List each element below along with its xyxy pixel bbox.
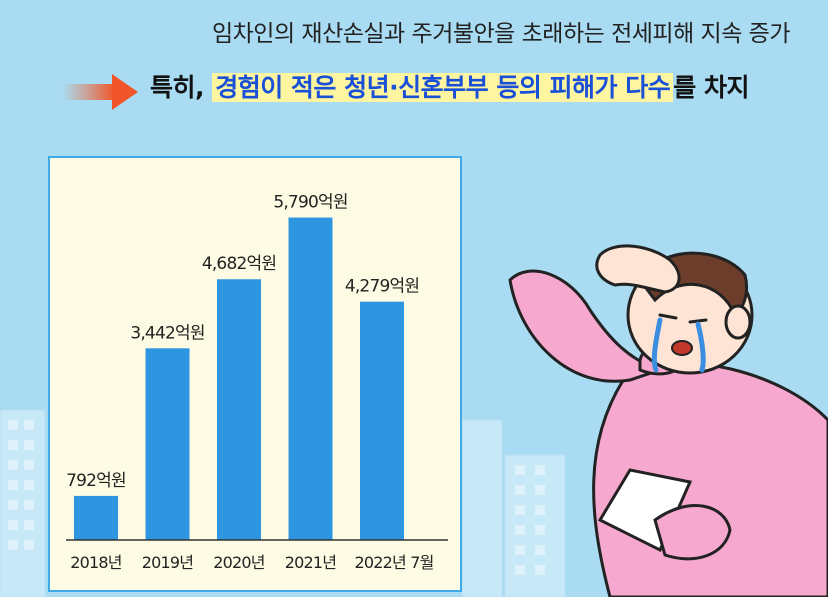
- category-label-0: 2018년: [70, 553, 122, 572]
- subheadline: 특히, 경험이 적은 청년·신혼부부 등의 피해가 다수 를 차지: [150, 68, 749, 104]
- data-label-3: 5,790억원: [273, 193, 347, 213]
- arrow-right-icon: [62, 74, 138, 110]
- data-label-0: 792억원: [66, 471, 126, 491]
- data-label-1: 3,442억원: [130, 323, 204, 343]
- data-label-4: 4,279억원: [345, 277, 419, 297]
- bar-1: [145, 348, 190, 540]
- sub-prefix: 특히,: [150, 73, 205, 102]
- sub-suffix: 를 차지: [673, 73, 749, 102]
- chart-panel: 792억원 2018년 3,442억원 2019년 4,682억원 2020년 5,790억…: [48, 156, 462, 592]
- category-label-4: 2022년 7월: [354, 553, 433, 572]
- bar-4: [360, 301, 404, 540]
- category-label-1: 2019년: [142, 553, 194, 572]
- bar-3: [288, 217, 333, 540]
- category-label-2: 2020년: [213, 553, 265, 572]
- bar-2: [217, 279, 261, 540]
- crying-person-illustration: [508, 244, 828, 597]
- bar-chart: 792억원 2018년 3,442억원 2019년 4,682억원 2020년 5,790억…: [66, 193, 448, 572]
- sub-highlight: 경험이 적은 청년·신혼부부 등의 피해가 다수: [212, 73, 674, 102]
- bar-0: [74, 495, 118, 540]
- headline: 임차인의 재산손실과 주거불안을 초래하는 전세피해 지속 증가: [211, 21, 791, 47]
- data-label-2: 4,682억원: [202, 254, 276, 274]
- category-label-3: 2021년: [285, 553, 337, 572]
